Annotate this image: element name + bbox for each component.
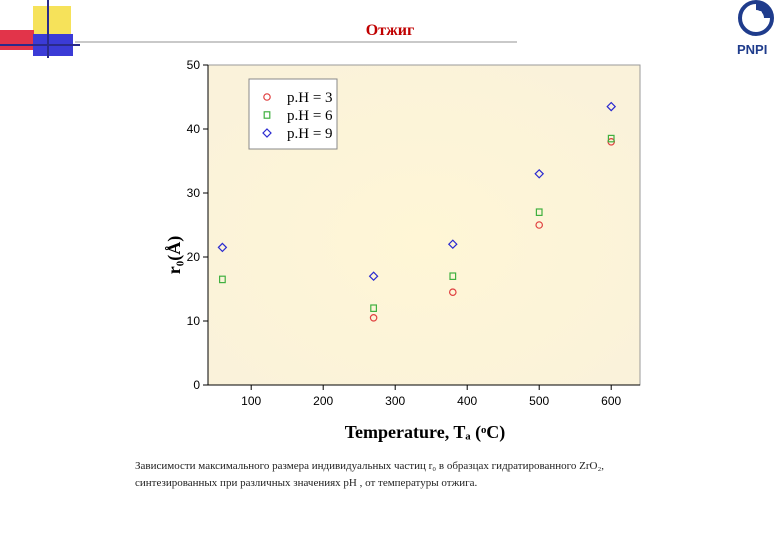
y-ticks: 0 10 20 30 40 50 [187, 58, 208, 392]
y-tick-label: 40 [187, 122, 201, 136]
legend-marker [263, 93, 271, 101]
legend-label: p.H = 9 [287, 126, 333, 142]
data-point-series-1 [369, 313, 378, 322]
data-points [217, 101, 617, 322]
data-point-series-2 [535, 208, 543, 217]
logo-text: PNPI [737, 42, 768, 57]
deco-vertical-line [47, 0, 49, 58]
data-point-series-3 [368, 271, 379, 282]
legend-label: p.H = 3 [287, 90, 333, 106]
legend: p.H = 3 p.H = 6 p.H = 9 [248, 78, 338, 150]
y-tick-label: 10 [187, 314, 201, 328]
x-tick-label: 500 [529, 394, 549, 408]
legend-marker [262, 128, 272, 138]
y-axis-label: r₀(Å) [164, 236, 185, 274]
data-point-series-2 [607, 134, 615, 143]
deco-yellow-block [33, 6, 71, 36]
data-point-series-3 [217, 242, 228, 253]
slide-title: Отжиг [365, 22, 415, 39]
x-tick-label: 600 [601, 394, 621, 408]
data-point-series-3 [447, 239, 458, 250]
deco-horizontal-line [0, 44, 80, 46]
data-point-series-2 [218, 275, 226, 284]
data-point-series-3 [534, 168, 545, 179]
legend-label: p.H = 6 [287, 108, 333, 124]
y-tick-label: 50 [187, 58, 201, 72]
data-point-series-3 [606, 101, 617, 112]
caption-line-1: Зависимости максимального размера индиви… [135, 460, 605, 472]
x-tick-label: 300 [385, 394, 405, 408]
data-point-series-2 [370, 304, 378, 313]
title-underline [75, 41, 517, 43]
figure-caption: Зависимости максимального размера индиви… [135, 458, 775, 492]
x-tick-label: 200 [313, 394, 333, 408]
y-tick-label: 30 [187, 186, 201, 200]
legend-marker [263, 111, 271, 119]
data-point-series-1 [535, 221, 544, 229]
x-tick-label: 400 [457, 394, 477, 408]
data-point-series-2 [449, 272, 457, 281]
y-tick-label: 0 [193, 378, 200, 392]
x-axis-label: Temperature, Tₐ (ᵒC) [345, 422, 506, 443]
x-ticks: 100 200 300 400 500 600 [241, 385, 622, 408]
data-point-series-1 [448, 288, 457, 297]
pnpi-logo-icon [738, 0, 774, 36]
caption-line-2: синтезированных при различных значениях … [135, 477, 478, 489]
x-tick-label: 100 [241, 394, 261, 408]
y-tick-label: 20 [187, 250, 201, 264]
